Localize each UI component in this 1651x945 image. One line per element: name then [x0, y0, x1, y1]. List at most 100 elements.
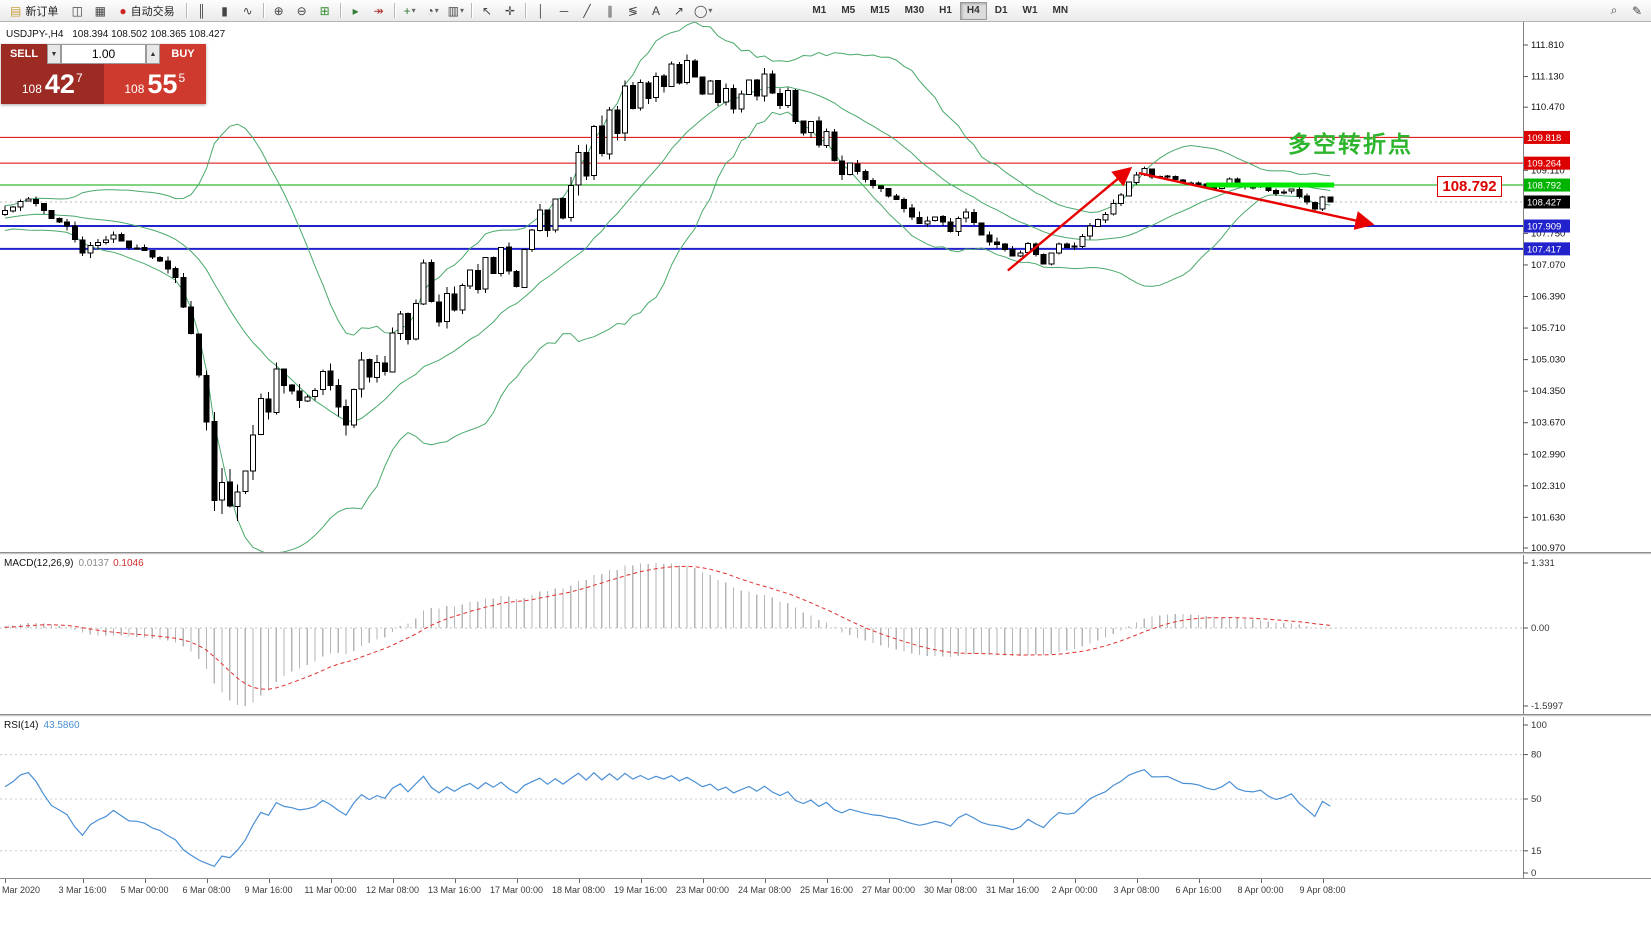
horizontal-line-icon[interactable]: ─ [553, 1, 575, 21]
timeframe-m30[interactable]: M30 [898, 2, 931, 20]
main-chart-panel[interactable]: 111.810 111.130 110.470 109.110 107.750 107.0… [0, 22, 1651, 552]
time-axis-tick [82, 879, 84, 883]
time-axis-tick [144, 879, 146, 883]
price-axis[interactable]: 111.810 111.130 110.470 109.110 107.750 107.0… [1523, 22, 1651, 552]
toolbar-separator [262, 3, 264, 18]
svg-text:109.818: 109.818 [1527, 133, 1561, 144]
rsi-canvas[interactable]: 100 80 50 15 0 [0, 717, 1651, 878]
new-order-button[interactable]: ▤ 新订单 [3, 1, 65, 21]
chart-window-icon[interactable]: ◫ [66, 1, 88, 21]
new-order-icon: ▤ [10, 3, 22, 18]
volume-increase-button[interactable]: ▲ [146, 44, 160, 64]
macd-panel[interactable]: 1.331 0.00 -1.5997 MACD(12,26,9) 0.0137 0.10… [0, 555, 1651, 714]
buy-button[interactable]: BUY [160, 44, 206, 64]
time-axis[interactable]: Mar 2020 3 Mar 16:00 5 Mar 00:00 6 Mar 08:0… [0, 878, 1651, 899]
timeframe-h4[interactable]: H4 [959, 1, 987, 20]
cursor-icon[interactable]: ↖ [476, 1, 498, 21]
time-axis-tick [702, 879, 704, 883]
symbol-ohlc-values: 108.394 108.502 108.365 108.427 [72, 29, 226, 40]
timeframe-mn[interactable]: MN [1046, 2, 1076, 20]
timeframe-d1[interactable]: D1 [988, 2, 1015, 20]
svg-text:1.331: 1.331 [1531, 558, 1555, 569]
timeframe-m1[interactable]: M1 [805, 2, 833, 20]
rsi-panel[interactable]: 100 80 50 15 0 RSI(14) 43.5860 [0, 717, 1651, 878]
feedback-icon[interactable]: ✎ [1626, 1, 1648, 21]
timeframe-m5[interactable]: M5 [834, 2, 862, 20]
time-axis-tick [888, 879, 890, 883]
auto-scroll-icon[interactable]: ▸ [345, 1, 367, 21]
zoom-out-icon[interactable]: ⊖ [291, 1, 313, 21]
bar-chart-icon[interactable]: ║ [191, 1, 213, 21]
timeframe-h1[interactable]: H1 [932, 2, 959, 20]
time-axis-label: 30 Mar 08:00 [923, 885, 978, 895]
arrow-icon[interactable]: ↗ [668, 1, 690, 21]
time-axis-label: 9 Mar 16:00 [244, 885, 293, 895]
panel-divider[interactable] [0, 714, 1651, 717]
time-axis-tick [330, 879, 332, 883]
svg-text:100.970: 100.970 [1531, 543, 1565, 552]
time-axis-tick [268, 879, 270, 883]
time-axis-tick [1012, 879, 1014, 883]
bollinger-bands [4, 22, 1331, 552]
time-axis-label: 2 Apr 00:00 [1051, 885, 1098, 895]
macd-axis[interactable]: 1.331 0.00 -1.5997 [1523, 555, 1651, 714]
toolbar-separator [185, 3, 187, 18]
svg-text:0.00: 0.00 [1531, 623, 1550, 634]
macd-canvas[interactable]: 1.331 0.00 -1.5997 [0, 555, 1651, 714]
candlestick-series [2, 54, 1334, 521]
arrow-up[interactable] [1007, 166, 1133, 272]
time-axis-label: 11 Mar 00:00 [304, 885, 357, 895]
price-chart-canvas[interactable]: 111.810 111.130 110.470 109.110 107.750 107.0… [0, 22, 1651, 552]
time-axis-tick [764, 879, 766, 883]
chart-shift-icon[interactable]: ↠ [368, 1, 390, 21]
market-watch-icon[interactable]: ▦ [89, 1, 111, 21]
periods-icon[interactable]: ◔ ▾ [422, 1, 444, 21]
symbol-title: USDJPY-,H4 [6, 29, 64, 40]
time-axis-tick [578, 879, 580, 883]
zoom-in-icon[interactable]: ⊕ [268, 1, 290, 21]
crosshair-icon[interactable]: ✛ [499, 1, 521, 21]
candlestick-chart-icon[interactable]: ▮ [214, 1, 236, 21]
volume-decrease-button[interactable]: ▼ [47, 44, 61, 64]
sell-price[interactable]: 108 42 7 [1, 64, 104, 104]
rsi-label: RSI(14) 43.5860 [4, 720, 80, 731]
autotrading-button[interactable]: ● 自动交易 [112, 1, 181, 21]
time-axis-label: 31 Mar 16:00 [985, 885, 1040, 895]
timeframe-group: M1 M5 M15 M30 H1 H4 D1 W1 MN [805, 1, 1076, 20]
timeframe-w1[interactable]: W1 [1016, 2, 1045, 20]
trendline-icon[interactable]: ╱ [576, 1, 598, 21]
text-icon[interactable]: A [645, 1, 667, 21]
shapes-icon[interactable]: ◯ ▾ [691, 1, 715, 21]
time-axis-label: 24 Mar 08:00 [737, 885, 792, 895]
time-axis-tick [1136, 879, 1138, 883]
templates-icon[interactable]: ▥ ▾ [445, 1, 467, 21]
time-axis-tick [5, 879, 6, 883]
rsi-axis[interactable]: 100 80 50 15 0 [1523, 717, 1651, 878]
vertical-line-icon[interactable]: │ [530, 1, 552, 21]
svg-text:106.390: 106.390 [1531, 292, 1565, 303]
timeframe-m15[interactable]: M15 [863, 2, 896, 20]
annotation-price-callout: 108.792 [1437, 176, 1502, 197]
indicators-icon[interactable]: + ▾ [399, 1, 421, 21]
line-chart-icon[interactable]: ∿ [237, 1, 259, 21]
sell-button[interactable]: SELL [1, 44, 47, 64]
time-axis-tick [454, 879, 456, 883]
toolbar-separator [339, 3, 341, 18]
volume-input[interactable] [61, 44, 146, 64]
autotrading-icon: ● [119, 3, 127, 18]
svg-text:105.710: 105.710 [1531, 323, 1565, 334]
time-axis-label: 23 Mar 00:00 [675, 885, 730, 895]
tile-windows-icon[interactable]: ⊞ [314, 1, 336, 21]
time-axis-label: 27 Mar 00:00 [861, 885, 916, 895]
panel-divider[interactable] [0, 552, 1651, 555]
channel-icon[interactable]: ∥ [599, 1, 621, 21]
time-axis-tick [1260, 879, 1262, 883]
svg-text:104.350: 104.350 [1531, 386, 1565, 397]
time-axis-tick [516, 879, 518, 883]
buy-price[interactable]: 108 55 5 [103, 64, 206, 104]
fibonacci-icon[interactable]: ≶ [622, 1, 644, 21]
search-icon[interactable]: ⌕ [1603, 1, 1625, 21]
arrow-down[interactable] [1138, 171, 1375, 230]
svg-text:108.427: 108.427 [1527, 197, 1561, 208]
svg-text:108.792: 108.792 [1527, 181, 1561, 192]
